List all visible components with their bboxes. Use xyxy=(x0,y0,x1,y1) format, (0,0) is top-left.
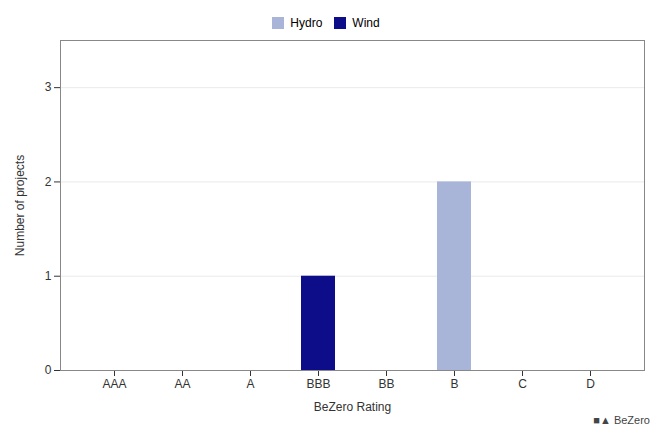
svg-text:BeZero Rating: BeZero Rating xyxy=(314,400,391,414)
html-text:Wind: Wind xyxy=(352,15,380,30)
svg-text:B: B xyxy=(450,377,458,391)
svg-text:Number of projects: Number of projects xyxy=(13,155,27,256)
svg-text:0: 0 xyxy=(45,363,52,377)
svg-text:AA: AA xyxy=(174,377,190,391)
svg-text:A: A xyxy=(246,377,254,391)
svg-text:D: D xyxy=(586,377,595,391)
svg-text:2: 2 xyxy=(45,175,52,189)
html-text:■▲ BeZero: ■▲ BeZero xyxy=(593,414,650,426)
svg-text:BB: BB xyxy=(378,377,394,391)
svg-text:3: 3 xyxy=(45,80,52,94)
html-text:Hydro: Hydro xyxy=(290,15,323,30)
svg-text:1: 1 xyxy=(45,269,52,283)
svg-text:AAA: AAA xyxy=(102,377,126,391)
svg-text:BBB: BBB xyxy=(306,377,330,391)
svg-text:C: C xyxy=(518,377,527,391)
